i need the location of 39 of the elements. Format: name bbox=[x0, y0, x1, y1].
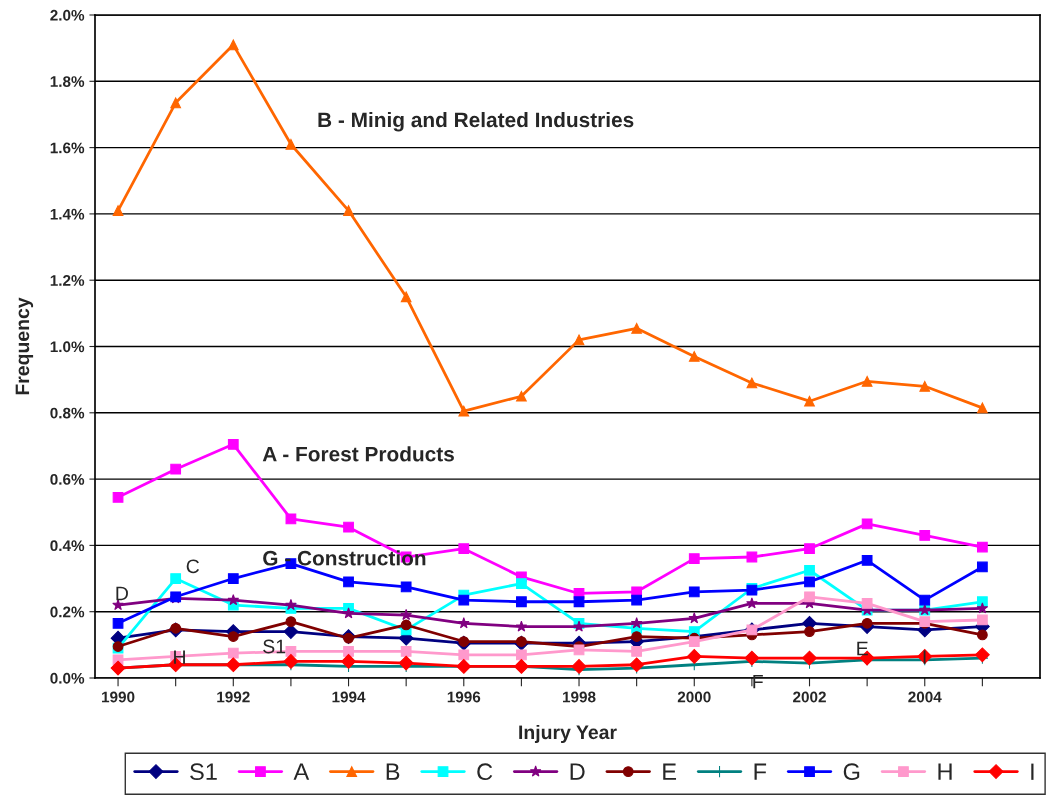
legend-label: D bbox=[570, 763, 585, 780]
y-tick-label: 1.8% bbox=[50, 76, 85, 87]
y-tick-label: 0.0% bbox=[50, 672, 85, 684]
y-tick-label: 0.8% bbox=[50, 407, 85, 419]
annotation: E bbox=[857, 641, 868, 656]
annotation: B - Minig and Related Industries bbox=[318, 111, 634, 132]
legend-label: H bbox=[938, 763, 952, 780]
y-tick-label: 1.6% bbox=[50, 142, 85, 154]
x-tick-label: 2004 bbox=[908, 691, 942, 703]
legend-label: I bbox=[1031, 763, 1034, 780]
annotation: H bbox=[174, 650, 185, 664]
legend-label: E bbox=[663, 763, 677, 780]
y-tick-label: 2.0% bbox=[50, 9, 85, 21]
x-axis-title: Injury Year bbox=[519, 724, 617, 744]
x-tick-label: 1992 bbox=[217, 691, 250, 703]
x-tick-label: 2000 bbox=[677, 691, 711, 703]
annotation: D bbox=[116, 586, 128, 601]
y-tick-label: 0.2% bbox=[50, 606, 85, 618]
y-tick-label: 1.0% bbox=[50, 341, 85, 353]
y-tick-label: 0.4% bbox=[50, 540, 85, 552]
y-tick-label: 1.4% bbox=[50, 208, 85, 220]
legend-label: C bbox=[477, 763, 493, 781]
x-tick-label: 1994 bbox=[332, 691, 366, 703]
legend-label: S1 bbox=[190, 763, 217, 781]
x-tick-label: 1998 bbox=[562, 691, 596, 703]
y-tick-label: 0.6% bbox=[50, 473, 85, 485]
legend-label: B bbox=[386, 763, 400, 780]
annotation: S1 bbox=[263, 639, 286, 654]
legend-label: F bbox=[754, 763, 767, 780]
x-tick-label: 2002 bbox=[793, 691, 826, 703]
y-axis-title: Frequency bbox=[15, 297, 34, 395]
x-tick-label: 1990 bbox=[102, 691, 135, 703]
y-tick-label: 1.2% bbox=[50, 275, 85, 286]
annotation: C bbox=[186, 559, 200, 574]
annotation: A - Forest Products bbox=[262, 446, 454, 462]
legend-label: G bbox=[843, 763, 860, 781]
legend-label: A bbox=[293, 763, 310, 780]
annotation: I bbox=[923, 650, 926, 664]
x-tick-label: 1996 bbox=[447, 691, 481, 703]
